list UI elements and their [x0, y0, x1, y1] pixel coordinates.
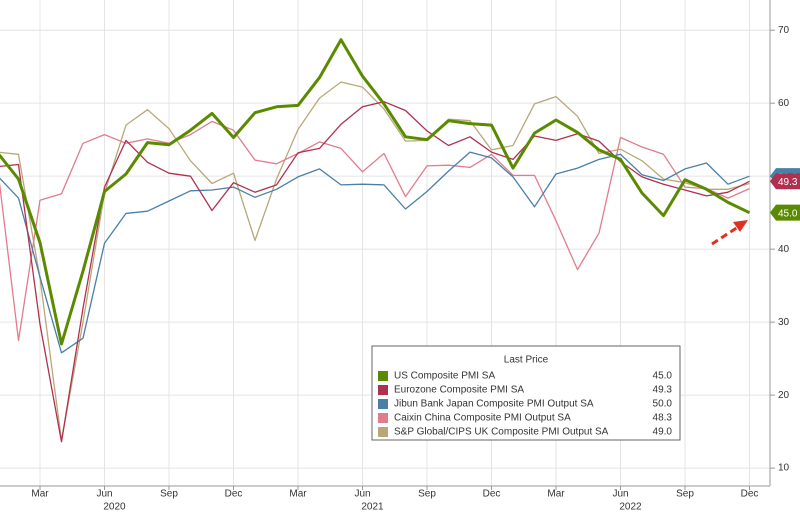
x-tick-label: Sep — [418, 489, 436, 500]
y-tick-label: 60 — [778, 98, 790, 109]
legend-box — [371, 345, 681, 441]
x-tick-label: Mar — [547, 489, 565, 500]
legend-label: Caixin China Composite PMI Output SA — [394, 413, 571, 424]
legend-swatch — [378, 413, 388, 423]
y-tick-label: 40 — [778, 244, 790, 255]
value-tag — [770, 204, 800, 221]
value-tag-label: 49.3 — [778, 177, 798, 188]
series-line — [0, 151, 750, 354]
legend-label: US Composite PMI SA — [394, 371, 495, 382]
y-tick-label: 70 — [778, 25, 790, 36]
value-tag-label: 45.0 — [778, 208, 798, 219]
x-tick-label: Dec — [741, 489, 759, 500]
y-tick-label: 10 — [778, 463, 790, 474]
legend-swatch — [378, 371, 388, 381]
annotation-arrow — [711, 220, 748, 246]
y-tick-label: 20 — [778, 390, 790, 401]
x-tick-label: Jun — [354, 489, 370, 500]
x-tick-label: Mar — [289, 489, 307, 500]
x-tick-label: Sep — [676, 489, 694, 500]
legend-value: 48.3 — [653, 413, 673, 424]
legend-label: Eurozone Composite PMI SA — [394, 385, 524, 396]
series-line — [0, 38, 751, 346]
legend-label: S&P Global/CIPS UK Composite PMI Output … — [394, 427, 609, 438]
year-label: 2021 — [361, 502, 384, 512]
value-tag — [770, 173, 800, 190]
legend-value: 50.0 — [653, 399, 673, 410]
legend-swatch — [378, 385, 388, 395]
year-label: 2022 — [619, 502, 642, 512]
legend-value: 49.3 — [653, 385, 673, 396]
x-tick-label: Sep — [160, 489, 178, 500]
x-tick-label: Jun — [612, 489, 628, 500]
legend-value: 49.0 — [653, 427, 673, 438]
series-line — [0, 81, 750, 442]
legend-swatch — [378, 399, 388, 409]
legend-label: Jibun Bank Japan Composite PMI Output SA — [394, 399, 594, 410]
legend-swatch — [378, 427, 388, 437]
year-label: 2020 — [103, 502, 126, 512]
legend-title: Last Price — [504, 355, 549, 366]
x-tick-label: Dec — [483, 489, 501, 500]
y-tick-label: 30 — [778, 317, 790, 328]
x-tick-label: Jun — [96, 489, 112, 500]
x-tick-label: Dec — [225, 489, 243, 500]
x-tick-label: Mar — [31, 489, 49, 500]
series-line — [0, 120, 750, 342]
legend-value: 45.0 — [653, 371, 673, 382]
